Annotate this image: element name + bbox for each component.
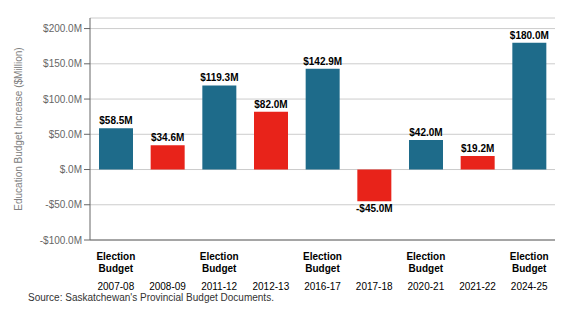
svg-text:$82.0M: $82.0M	[254, 99, 287, 110]
svg-text:Budget: Budget	[202, 263, 237, 274]
svg-text:$119.3M: $119.3M	[200, 72, 238, 83]
svg-text:$180.0M: $180.0M	[510, 30, 549, 41]
svg-text:-$45.0M: -$45.0M	[356, 203, 393, 214]
svg-text:$.0M: $.0M	[60, 164, 82, 175]
svg-text:$200.0M: $200.0M	[43, 23, 82, 34]
svg-text:Election: Election	[406, 251, 445, 262]
svg-text:$19.2M: $19.2M	[461, 143, 494, 154]
svg-text:Education Budget Increase ($Mi: Education Budget Increase ($Million)	[13, 47, 24, 210]
svg-text:2021-22: 2021-22	[459, 281, 496, 290]
svg-text:Budget: Budget	[409, 263, 444, 274]
svg-text:$142.9M: $142.9M	[303, 56, 342, 67]
svg-text:Election: Election	[510, 251, 549, 262]
svg-text:2016-17: 2016-17	[304, 281, 341, 290]
svg-text:$34.6M: $34.6M	[151, 132, 184, 143]
svg-text:2011-12: 2011-12	[201, 281, 237, 290]
svg-text:2024-25: 2024-25	[511, 281, 548, 290]
svg-text:Budget: Budget	[512, 263, 547, 274]
html-text:Source: Saskatchewan's Provinc: Source: Saskatchewan's Provincial Budget…	[28, 292, 274, 303]
svg-text:Election: Election	[96, 251, 135, 262]
svg-text:2012-13: 2012-13	[252, 281, 289, 290]
svg-text:2007-08: 2007-08	[97, 281, 134, 290]
svg-text:$42.0M: $42.0M	[409, 127, 442, 138]
svg-text:$58.5M: $58.5M	[99, 115, 132, 126]
svg-text:$150.0M: $150.0M	[43, 58, 82, 69]
svg-text:2008-09: 2008-09	[149, 281, 186, 290]
svg-text:2020-21: 2020-21	[407, 281, 444, 290]
svg-text:-$50.0M: -$50.0M	[45, 199, 82, 210]
svg-text:Budget: Budget	[99, 263, 134, 274]
svg-text:$50.0M: $50.0M	[49, 129, 82, 140]
svg-text:$100.0M: $100.0M	[43, 94, 82, 105]
svg-text:Budget: Budget	[305, 263, 340, 274]
svg-text:Election: Election	[303, 251, 342, 262]
svg-text:2017-18: 2017-18	[356, 281, 393, 290]
svg-text:-$100.0M: -$100.0M	[40, 235, 82, 246]
svg-text:Election: Election	[200, 251, 239, 262]
